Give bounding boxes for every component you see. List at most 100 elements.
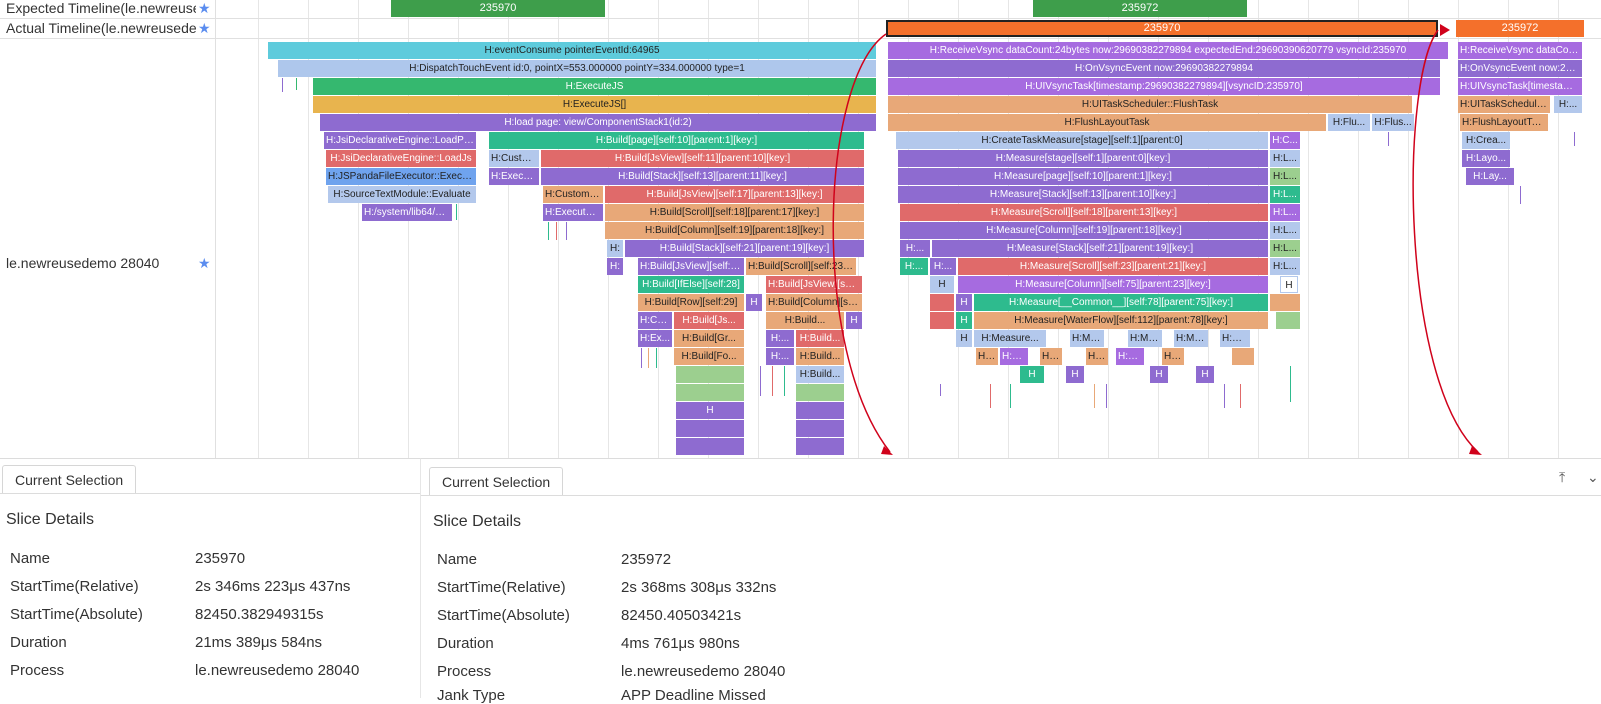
slice[interactable]: H [956, 294, 972, 311]
slice[interactable]: H:Build[Stack][self:21][parent:19][key:] [625, 240, 864, 257]
slice[interactable]: H:ExecuteJS [543, 204, 603, 221]
slice[interactable]: H:UIVsyncTask[timestamp:2969 [1458, 78, 1582, 95]
slice[interactable]: H:ExecuteJS[] [313, 96, 876, 113]
slice[interactable]: H:... [766, 348, 794, 365]
slice[interactable]: H:Build... [796, 348, 844, 365]
slice[interactable]: H: [607, 240, 623, 257]
slice[interactable]: H:... [766, 330, 794, 347]
expected-frame[interactable]: 235972 [1033, 0, 1247, 17]
slice[interactable]: H:CreateTaskMeasure[stage][self:1][paren… [896, 132, 1268, 149]
slice[interactable]: H:OnVsyncEvent now:29690382279894 [888, 60, 1440, 77]
slice[interactable]: H:Build... [796, 330, 844, 347]
slice[interactable]: H:C... [1270, 132, 1300, 149]
slice[interactable]: H [956, 312, 972, 329]
slice[interactable]: H:Build[JsView][self:30] [766, 276, 862, 293]
slice[interactable]: H:Measure[Column][self:75][parent:23][ke… [958, 276, 1268, 293]
slice[interactable] [930, 312, 954, 329]
slice[interactable]: H:L... [1270, 222, 1300, 239]
slice[interactable] [1232, 348, 1254, 365]
slice[interactable]: H:UITaskScheduler::FlushTask [1458, 96, 1550, 113]
slice[interactable]: H:Build... [766, 312, 844, 329]
slice[interactable]: H:ExecuteJS [489, 168, 539, 185]
slice[interactable]: H:Measure[stage][self:1][parent:0][key:] [898, 150, 1268, 167]
slice[interactable]: H:Crea... [1462, 132, 1510, 149]
slice[interactable]: H:Measure[Scroll][self:18][parent:13][ke… [900, 204, 1268, 221]
slice[interactable] [676, 438, 744, 455]
slice[interactable]: H:Build[page][self:10][parent:1][key:] [489, 132, 864, 149]
slice[interactable]: H:Build[Scroll][self:18][parent:17][key:… [605, 204, 864, 221]
slice[interactable]: H:/system/lib64/module [362, 204, 452, 221]
slice[interactable]: H:Measure... [974, 330, 1046, 347]
slice[interactable]: H:JSPandaFileExecutor::ExecuteModuleBuff… [326, 168, 476, 185]
tab-current-selection[interactable]: Current Selection [2, 465, 137, 494]
slice[interactable]: H:... [900, 258, 928, 275]
slice[interactable]: H [956, 330, 972, 347]
slice[interactable]: H [1150, 366, 1168, 383]
slice[interactable]: H [1196, 366, 1214, 383]
slice[interactable]: H:Build[Js... [674, 312, 744, 329]
slice[interactable]: H:CustomNode [489, 150, 539, 167]
slice[interactable]: H:Me... [1128, 330, 1162, 347]
slice[interactable]: H:Measure[WaterFlow][self:112][parent:78… [974, 312, 1268, 329]
slice[interactable]: H [930, 276, 954, 293]
slice[interactable]: H:Measure[page][self:10][parent:1][key:] [898, 168, 1268, 185]
slice[interactable]: H [676, 402, 744, 419]
slice[interactable]: H:Measure[Stack][self:13][parent:10][key… [898, 186, 1268, 203]
slice[interactable]: H:Cu... [638, 312, 672, 329]
slice[interactable]: H:Build[Stack][self:13][parent:11][key:] [541, 168, 864, 185]
detail-value[interactable]: le.newreusedemo 28040 [621, 663, 786, 680]
slice[interactable]: H:FlushLayoutTask [888, 114, 1326, 131]
slice[interactable]: H [746, 294, 762, 311]
slice[interactable]: H:Build[Row][self:29] [638, 294, 744, 311]
slice[interactable]: H:ReceiveVsync dataCount:24bytes [1458, 42, 1582, 59]
slice[interactable]: H:load page: view/ComponentStack1(id:2) [320, 114, 876, 131]
slice[interactable]: H:M... [1116, 348, 1144, 365]
slice[interactable]: H:Build[JsView][self:11][parent:10][key:… [541, 150, 864, 167]
slice[interactable]: H:Measure[__Common__][self:78][parent:75… [974, 294, 1268, 311]
slice[interactable]: H:Measure[Scroll][self:23][parent:21][ke… [958, 258, 1268, 275]
slice[interactable]: H:M... [1220, 330, 1250, 347]
slice[interactable]: H:... [1086, 348, 1108, 365]
slice[interactable]: H:L... [1270, 204, 1300, 221]
slice[interactable]: H:L... [1270, 240, 1300, 257]
slice[interactable]: H:... [1162, 348, 1184, 365]
slice[interactable]: H:... [976, 348, 998, 365]
slice[interactable]: H:Build[Column][self:19][parent:18][key:… [605, 222, 864, 239]
slice[interactable]: H:Ex... [638, 330, 672, 347]
slice[interactable]: H:Build[Scroll][self:23][parent:22] [746, 258, 856, 275]
slice[interactable]: H:Measure[Column][self:19][parent:18][ke… [900, 222, 1268, 239]
slice[interactable] [796, 384, 844, 401]
slice[interactable]: H [1020, 366, 1044, 383]
slice[interactable]: H:DispatchTouchEvent id:0, pointX=553.00… [278, 60, 876, 77]
slice[interactable] [676, 420, 744, 437]
expected-frame[interactable]: 235970 [391, 0, 605, 17]
slice[interactable]: H:Me... [1174, 330, 1208, 347]
slice[interactable]: H [1066, 366, 1084, 383]
slice[interactable] [796, 420, 844, 437]
slice[interactable]: H:Flu... [1328, 114, 1370, 131]
actual-frame-selected[interactable]: 235970 [886, 20, 1438, 37]
slice[interactable]: H:CustomNode [543, 186, 603, 203]
slice[interactable]: H:Build[IfElse][self:28] [638, 276, 744, 293]
slice[interactable] [1276, 312, 1300, 329]
slice[interactable]: H:Build[JsView][self:17][parent:13][key:… [605, 186, 864, 203]
slice[interactable]: H:... [900, 240, 930, 257]
slice[interactable]: H:FlushLayoutTask [1460, 114, 1548, 131]
slice[interactable]: H:JsiDeclarativeEngine::LoadJs [326, 150, 476, 167]
slice[interactable]: H:Build[JsView][self:22] [638, 258, 744, 275]
slice[interactable] [676, 384, 744, 401]
slice[interactable] [796, 402, 844, 419]
slice[interactable]: H: [607, 258, 623, 275]
slice[interactable]: H:Flus... [1372, 114, 1414, 131]
slice[interactable]: H:Build[Fo... [674, 348, 744, 365]
actual-timeline-label[interactable]: Actual Timeline(le.newreusedemo 28040) [6, 20, 196, 36]
slice[interactable]: H:UITaskScheduler::FlushTask [888, 96, 1412, 113]
slice[interactable]: H:L... [1270, 168, 1300, 185]
slice[interactable]: H:SourceTextModule::Evaluate [328, 186, 476, 203]
slice[interactable]: H [1280, 276, 1298, 293]
tab-current-selection[interactable]: Current Selection [429, 467, 564, 496]
star-icon[interactable]: ★ [198, 255, 211, 271]
chevron-down-icon[interactable]: ⌄ [1587, 469, 1599, 485]
slice[interactable]: H:UIVsyncTask[timestamp:29690382279894][… [888, 78, 1440, 95]
slice[interactable]: H:Measure[Stack][self:21][parent:19][key… [932, 240, 1268, 257]
